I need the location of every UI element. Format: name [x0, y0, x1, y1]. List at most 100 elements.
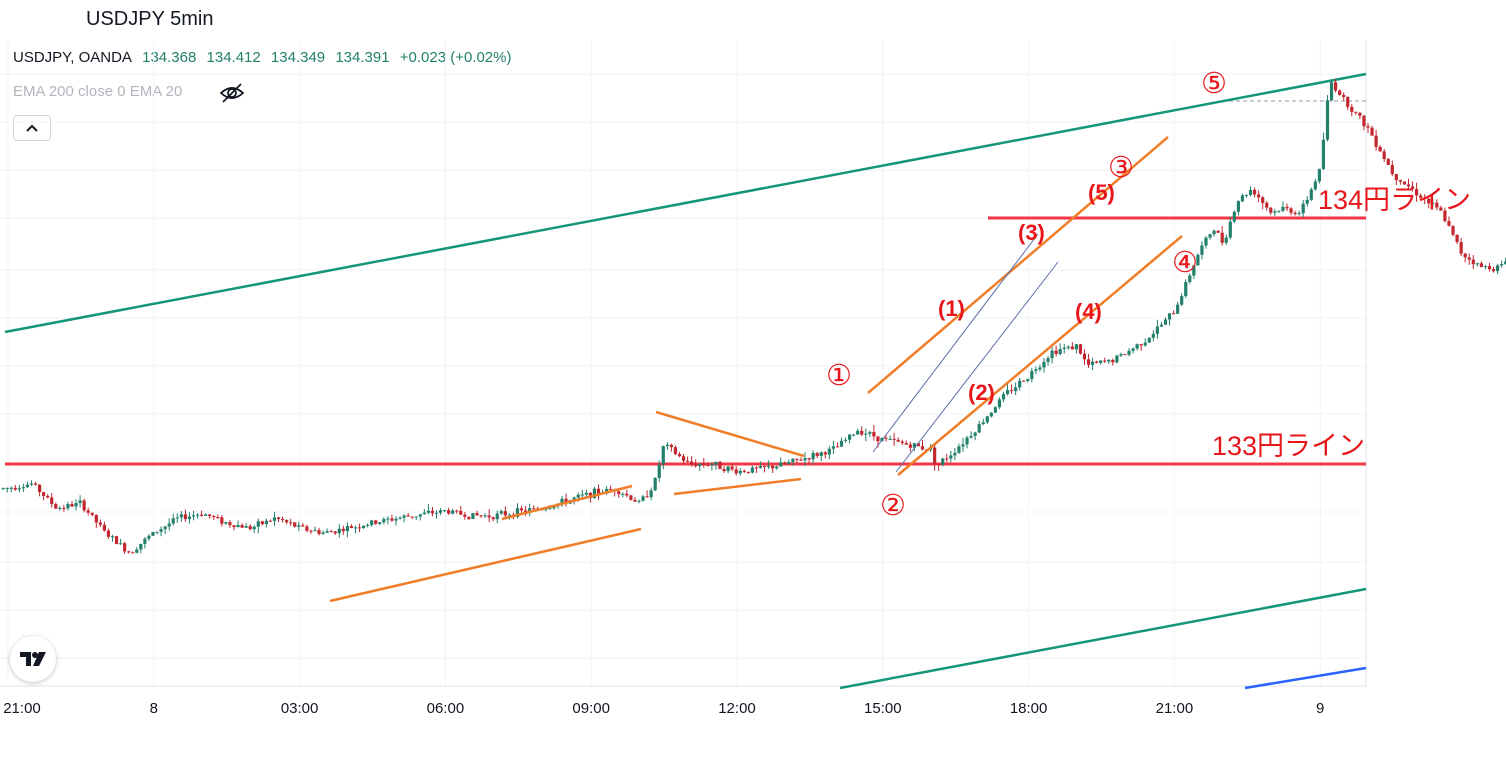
tradingview-logo-icon[interactable] — [10, 636, 56, 682]
candle-body — [1131, 348, 1135, 351]
candle-body — [1220, 232, 1224, 243]
candle — [171, 513, 175, 526]
candle-body — [507, 514, 511, 516]
candle — [74, 499, 78, 511]
candle-body — [1042, 361, 1046, 368]
candle — [1099, 359, 1103, 365]
candle-body — [1333, 82, 1338, 91]
candle-body — [1078, 344, 1083, 354]
candle-body — [746, 471, 750, 473]
candle — [1382, 148, 1386, 162]
candle — [722, 465, 726, 474]
candle-body — [706, 464, 710, 466]
candle — [888, 435, 892, 441]
candle-body — [1382, 151, 1386, 160]
wave-label: ④ — [1172, 247, 1198, 279]
candle-body — [394, 518, 398, 521]
candle — [17, 484, 21, 493]
candle — [1038, 364, 1042, 372]
candle-body — [1346, 97, 1350, 107]
candle — [1220, 225, 1224, 246]
candle — [1005, 384, 1010, 396]
candle-body — [904, 442, 908, 445]
candle-body — [1062, 347, 1066, 350]
candle — [1427, 197, 1431, 209]
wave-label: (3) — [1018, 220, 1045, 245]
symbol-name[interactable]: USDJPY, OANDA — [13, 49, 132, 66]
candle-body — [856, 430, 860, 435]
candle-body — [167, 523, 171, 527]
candle-body — [860, 430, 864, 435]
candle — [276, 516, 281, 522]
candle — [1095, 360, 1099, 364]
time-tick-label: 09:00 — [572, 700, 610, 717]
candle-body — [1487, 266, 1492, 270]
collapse-legend-button[interactable] — [13, 115, 51, 141]
candle-body — [50, 497, 54, 505]
candle — [957, 443, 961, 454]
candle — [159, 526, 163, 537]
candle — [1317, 168, 1321, 184]
candle-body — [681, 456, 686, 461]
ohlc-open: 134.368 — [142, 49, 197, 66]
candle — [321, 530, 325, 535]
candle — [9, 486, 13, 493]
candle-body — [163, 526, 167, 530]
candle-body — [1378, 146, 1382, 152]
candle-body — [86, 510, 90, 513]
candle-body — [694, 463, 698, 467]
candle — [973, 431, 977, 441]
candle — [1066, 345, 1070, 350]
candle-body — [815, 452, 819, 457]
candle-body — [430, 510, 435, 514]
candle-body — [94, 514, 98, 523]
candle-body — [240, 525, 244, 528]
candle-body — [852, 434, 856, 436]
candle-body — [677, 454, 682, 457]
candle-body — [1090, 361, 1095, 365]
candle — [1281, 201, 1285, 213]
candle — [143, 537, 147, 549]
eye-off-icon[interactable] — [218, 82, 246, 104]
candle — [479, 514, 483, 518]
candle — [758, 461, 763, 469]
candle-body — [1212, 230, 1216, 235]
candle — [345, 522, 349, 538]
candle — [900, 439, 904, 445]
candle — [1265, 201, 1269, 211]
candle-body — [795, 458, 799, 460]
candle-body — [981, 422, 985, 425]
candle — [673, 445, 678, 456]
candle — [625, 489, 629, 498]
candle-body — [313, 530, 317, 532]
candle — [236, 520, 240, 528]
candle — [285, 519, 289, 525]
candle-body — [90, 512, 94, 515]
level-label-134: 134円ライン — [1318, 185, 1471, 215]
candle — [1431, 198, 1435, 207]
indicator-legend[interactable]: EMA 200 close 0 EMA 20 — [13, 83, 183, 100]
candle-body — [661, 446, 665, 465]
candle — [653, 477, 657, 492]
candle — [1338, 89, 1342, 96]
candle — [945, 454, 949, 463]
candle-body — [1054, 350, 1058, 354]
candle-body — [839, 440, 844, 447]
wave-label: ② — [880, 490, 906, 522]
candle-body — [1147, 337, 1151, 343]
candle-body — [1475, 263, 1479, 265]
candle-body — [1386, 159, 1390, 166]
candle — [1325, 95, 1330, 142]
candle — [309, 529, 313, 534]
candle — [993, 406, 997, 413]
candle-body — [977, 424, 981, 433]
candle — [1406, 178, 1411, 189]
candle — [195, 513, 200, 519]
candle-body — [957, 446, 961, 453]
candle — [114, 535, 119, 545]
candle — [216, 514, 220, 520]
candle — [1167, 313, 1172, 326]
candle-body — [1204, 237, 1208, 246]
candle-body — [1, 488, 5, 490]
